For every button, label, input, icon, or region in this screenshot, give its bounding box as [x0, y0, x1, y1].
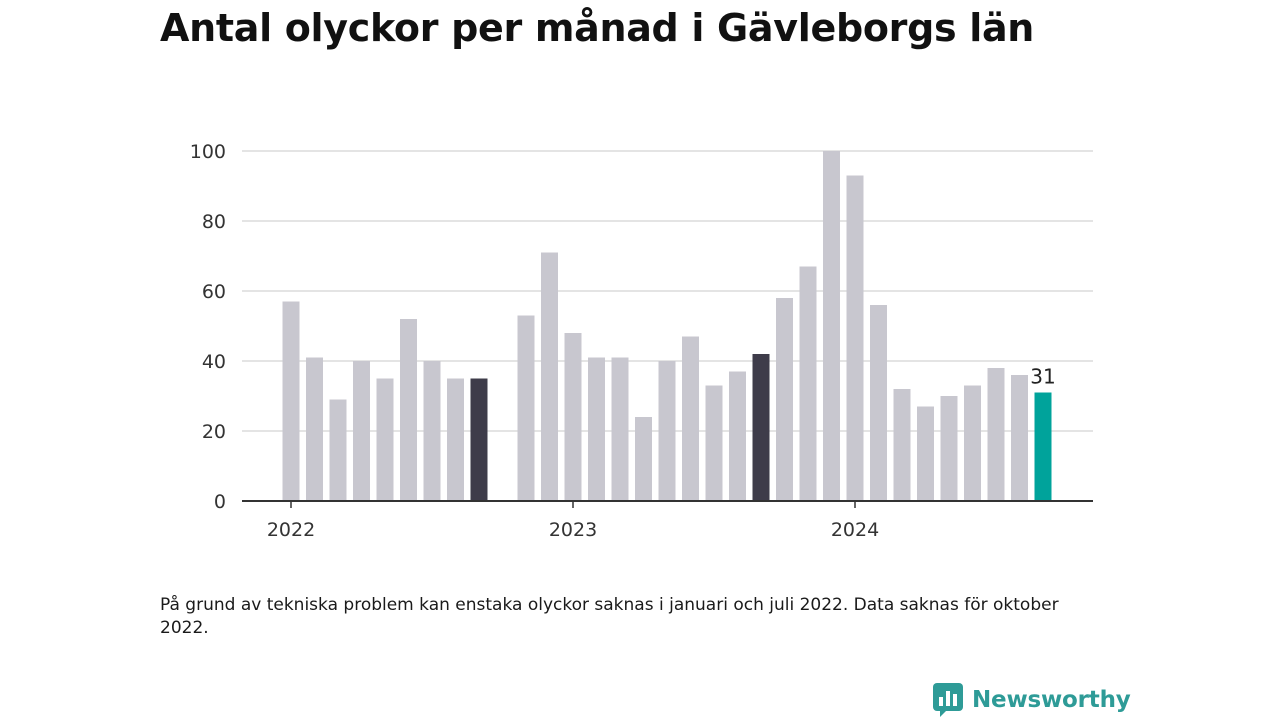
- bar: [517, 315, 535, 501]
- bar: [823, 151, 840, 501]
- bar: [423, 361, 441, 501]
- bar: [870, 305, 887, 501]
- brand-name: Newsworthy: [972, 687, 1131, 713]
- y-tick-label: 60: [202, 281, 226, 303]
- y-axis-tick-labels: 0 20 40 60 80 100: [190, 141, 226, 513]
- bar: [917, 406, 934, 501]
- bar: [705, 385, 723, 501]
- bar: [329, 399, 347, 501]
- bar: [376, 378, 394, 501]
- y-tick-label: 20: [202, 421, 226, 443]
- bar: [1011, 375, 1028, 501]
- y-tick-label: 100: [190, 141, 226, 163]
- x-tick-label: 2022: [267, 519, 315, 541]
- data-labels: 31: [1030, 365, 1055, 389]
- y-tick-label: 80: [202, 211, 226, 233]
- bar: [987, 368, 1005, 501]
- bar: [682, 336, 699, 501]
- bar: [470, 378, 488, 501]
- y-tick-label: 40: [202, 351, 226, 373]
- bar: [541, 252, 558, 501]
- data-label: 31: [1030, 365, 1055, 389]
- bar: [353, 361, 370, 501]
- bar: [564, 333, 582, 501]
- chart-title: Antal olyckor per månad i Gävleborgs län: [160, 6, 1035, 50]
- bar: [635, 417, 652, 501]
- bar: [964, 385, 981, 501]
- y-tick-label: 0: [214, 491, 226, 513]
- x-axis-ticks: 2022 2023 2024: [267, 501, 879, 541]
- newsworthy-logo-icon: [933, 683, 963, 717]
- bar: [282, 301, 300, 501]
- bar: [940, 396, 958, 501]
- bar: [306, 357, 323, 501]
- x-tick-label: 2023: [549, 519, 597, 541]
- bar: [776, 298, 793, 501]
- bar: [447, 378, 464, 501]
- bar: [658, 361, 676, 501]
- x-tick-label: 2024: [831, 519, 879, 541]
- bar: [752, 354, 770, 501]
- bar: [1034, 392, 1052, 501]
- bar: [893, 389, 911, 501]
- bar: [846, 175, 864, 501]
- bar: [729, 371, 746, 501]
- bar: [611, 357, 629, 501]
- footnote: På grund av tekniska problem kan enstaka…: [160, 595, 1059, 638]
- bars: [282, 151, 1052, 501]
- bar: [588, 357, 605, 501]
- bar: [400, 319, 417, 501]
- bar: [799, 266, 817, 501]
- newsworthy-brand: Newsworthy: [932, 682, 1131, 718]
